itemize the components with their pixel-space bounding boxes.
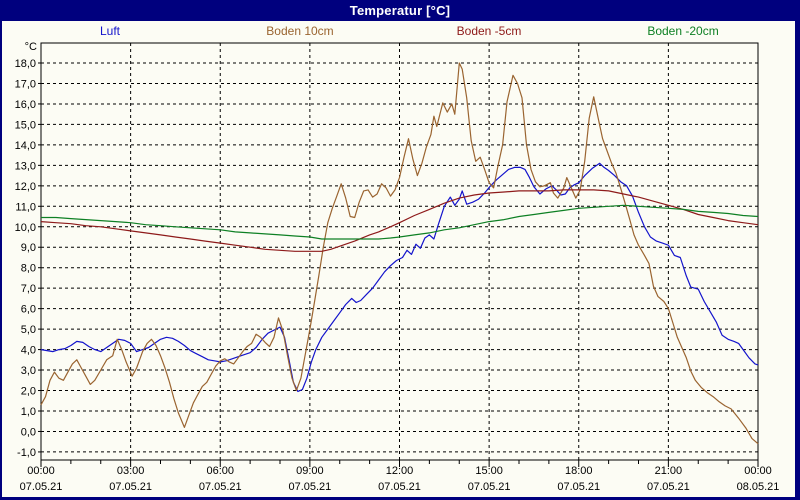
legend-label-boden-5cm: Boden -5cm — [456, 24, 522, 38]
legend-label-boden-10cm: Boden 10cm — [266, 24, 334, 38]
chart-panel — [2, 21, 795, 497]
page-title: Temperatur [°C] — [349, 3, 451, 18]
chart-legend: Luft Boden 10cm Boden -5cm Boden -20cm — [0, 24, 800, 40]
legend-label-boden-20cm: Boden -20cm — [647, 24, 719, 38]
legend-label-luft: Luft — [99, 24, 121, 38]
title-bar: Temperatur [°C] — [0, 0, 800, 21]
